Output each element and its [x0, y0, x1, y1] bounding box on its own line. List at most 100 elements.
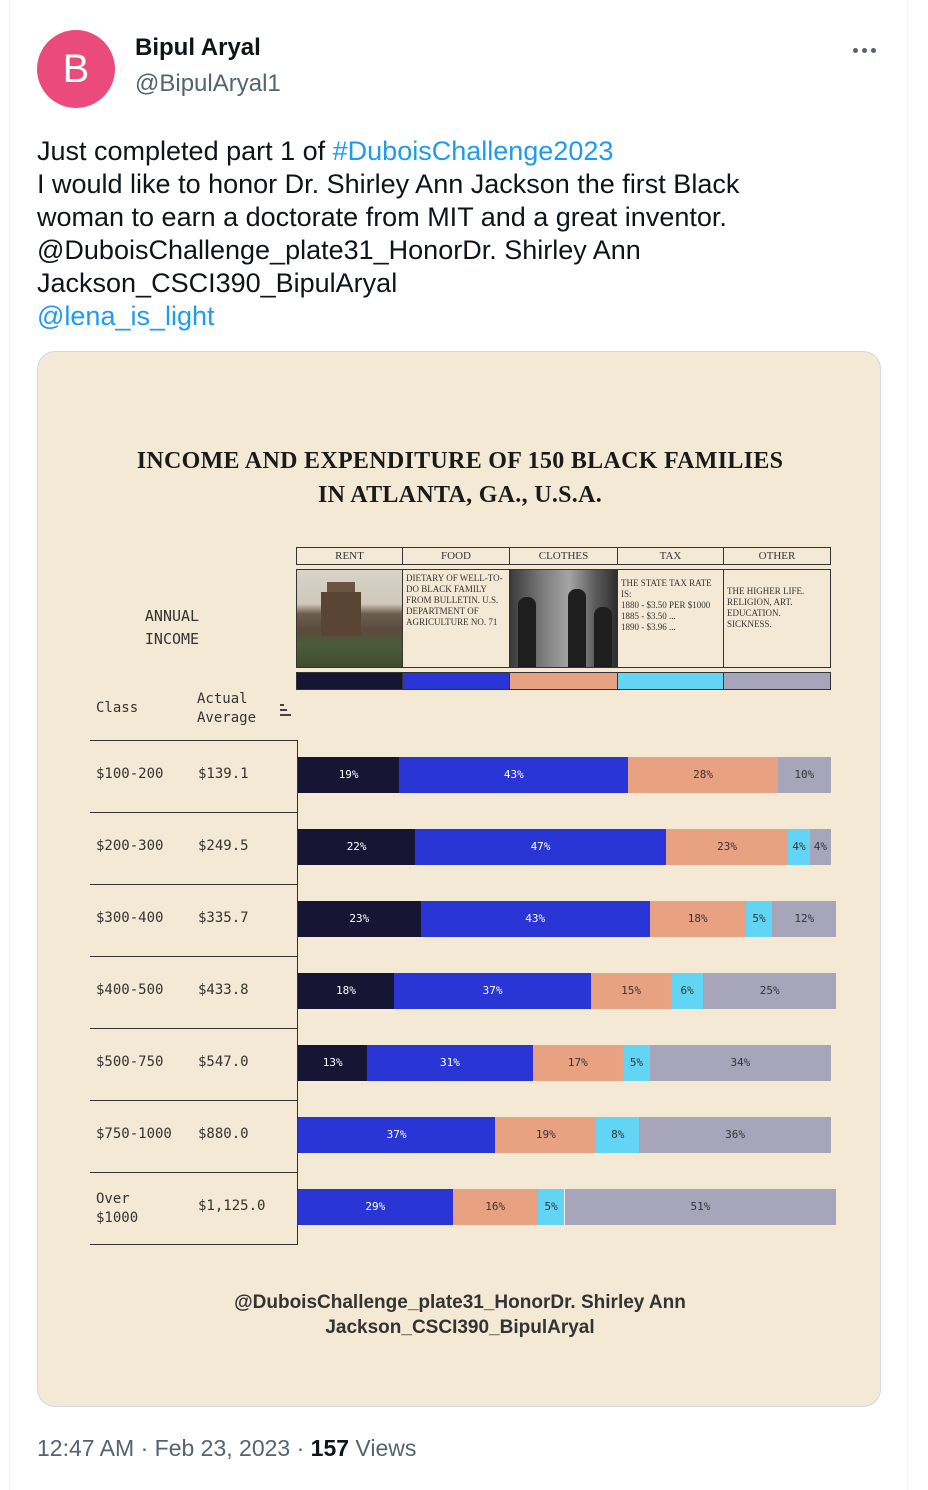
bar-segment-tax: 8% — [596, 1117, 640, 1153]
category-header-tax: TAX — [617, 547, 724, 565]
swatch-food — [402, 672, 510, 690]
bar-value-label: 23% — [349, 912, 370, 925]
bar-segment-clothes: 17% — [532, 1045, 624, 1081]
income-class: Over $1000 — [96, 1191, 139, 1226]
street-photo — [509, 569, 618, 668]
bar-segment-other: 34% — [649, 1045, 831, 1081]
sort-icon — [280, 704, 292, 716]
bar-value-label: 31% — [439, 1056, 460, 1069]
author-name[interactable]: Bipul Aryal — [135, 34, 261, 61]
food-note: DIETARY OF WELL-TO-DO BLACK FAMILY FROM … — [402, 569, 510, 668]
bar-segment-rent: 19% — [298, 757, 400, 793]
row-separator — [90, 956, 298, 957]
actual-average: $880.0 — [198, 1126, 249, 1142]
views-label: Views — [355, 1435, 417, 1461]
bar-value-label: 13% — [322, 1056, 343, 1069]
row-separator — [90, 812, 298, 813]
bar-value-label: 37% — [482, 984, 503, 997]
view-count: 157 — [310, 1435, 350, 1461]
bar-value-label: 34% — [730, 1056, 751, 1069]
plate-caption-line: Jackson_CSCI390_BipulAryal — [325, 1317, 595, 1338]
bar-value-label: 5% — [629, 1056, 644, 1069]
bar-value-label: 19% — [338, 768, 359, 781]
tweet-text-line: Jackson_CSCI390_BipulAryal — [37, 268, 398, 298]
bar-value-label: 10% — [794, 768, 815, 781]
bar-segment-clothes: 15% — [591, 973, 672, 1009]
bar-segment-tax: 5% — [623, 1045, 650, 1081]
plate-caption-line: @DuboisChallenge_plate31_HonorDr. Shirle… — [234, 1292, 686, 1313]
income-class: $100-200 — [96, 766, 164, 782]
swatch-rent — [296, 672, 403, 690]
bar-value-label: 43% — [503, 768, 524, 781]
tweet-text-line: woman to earn a doctorate from MIT and a… — [37, 202, 727, 232]
bar-value-label: 6% — [680, 984, 694, 997]
bar-segment-rent: 22% — [298, 829, 416, 865]
mention-link[interactable]: @lena_is_light — [37, 301, 215, 331]
bar-value-label: 43% — [525, 912, 546, 925]
author-handle[interactable]: @BipulAryal1 — [135, 70, 281, 97]
bar-segment-clothes: 16% — [452, 1189, 538, 1225]
income-class: $300-400 — [96, 910, 164, 926]
tweet-media-image[interactable]: INCOME AND EXPENDITURE OF 150 BLACK FAMI… — [37, 351, 881, 1407]
income-class: $750-1000 — [96, 1126, 172, 1142]
bar-segment-food: 43% — [420, 901, 650, 937]
category-header-clothes: CLOTHES — [509, 547, 618, 565]
bar-value-label: 18% — [336, 984, 356, 997]
bar-segment-tax: 6% — [671, 973, 704, 1009]
category-header-rent: RENT — [296, 547, 403, 565]
income-class: $200-300 — [96, 838, 164, 854]
more-horizontal-icon[interactable] — [846, 36, 882, 64]
timeline-border-left — [9, 0, 10, 1490]
class-column-header: Class — [96, 700, 139, 716]
tweet-text-line: I would like to honor Dr. Shirley Ann Ja… — [37, 169, 740, 199]
income-class: $500-750 — [96, 1054, 164, 1070]
bar-value-label: 19% — [535, 1128, 556, 1141]
category-header-other: OTHER — [723, 547, 831, 565]
bar-value-label: 36% — [725, 1128, 745, 1141]
row-separator — [90, 740, 298, 741]
tweet-date[interactable]: Feb 23, 2023 — [154, 1435, 291, 1461]
row-separator — [90, 1244, 298, 1245]
tweet-text: Just completed part 1 of #DuboisChalleng… — [37, 135, 887, 333]
bar-segment-tax: 5% — [745, 901, 773, 937]
bar-segment-food: 31% — [367, 1045, 533, 1081]
avatar[interactable]: B — [37, 30, 115, 108]
bar-segment-other: 10% — [777, 757, 831, 793]
swatch-tax — [617, 672, 724, 690]
timeline-border-right — [907, 0, 908, 1490]
bar-segment-clothes: 28% — [628, 757, 778, 793]
bar-value-label: 5% — [752, 912, 766, 925]
bar-value-label: 22% — [346, 840, 367, 853]
actual-average: $139.1 — [198, 766, 249, 782]
plate-title-line: IN ATLANTA, GA., U.S.A. — [317, 482, 603, 508]
bar-segment-rent: 18% — [298, 973, 394, 1009]
annual-income-label: ANNUAL INCOME — [144, 607, 200, 648]
actual-average: $547.0 — [198, 1054, 249, 1070]
bar-value-label: 8% — [611, 1128, 625, 1141]
tweet-text-line: @DuboisChallenge_plate31_HonorDr. Shirle… — [37, 235, 641, 265]
plate-title-line: INCOME AND EXPENDITURE OF 150 BLACK FAMI… — [136, 448, 784, 474]
bar-segment-other: 51% — [564, 1189, 837, 1225]
bar-value-label: 4% — [813, 840, 827, 853]
bar-value-label: 18% — [687, 912, 708, 925]
row-separator — [90, 884, 298, 885]
bar-value-label: 17% — [567, 1056, 588, 1069]
bar-segment-other: 25% — [703, 973, 837, 1009]
actual-average: $249.5 — [198, 838, 249, 854]
bar-segment-other: 4% — [809, 829, 831, 865]
bar-value-label: 25% — [759, 984, 780, 997]
bar-value-label: 23% — [717, 840, 737, 853]
tweet-time[interactable]: 12:47 AM — [37, 1435, 135, 1461]
bar-value-label: 29% — [365, 1200, 386, 1213]
bar-segment-clothes: 23% — [665, 829, 789, 865]
bar-segment-food: 37% — [298, 1117, 496, 1153]
row-separator — [90, 1100, 298, 1101]
bar-value-label: 5% — [544, 1200, 558, 1213]
bar-value-label: 51% — [690, 1200, 711, 1213]
income-class: $400-500 — [96, 982, 164, 998]
bar-segment-food: 43% — [399, 757, 629, 793]
swatch-clothes — [509, 672, 618, 690]
tweet-text-prefix: Just completed part 1 of — [37, 136, 333, 166]
bar-segment-food: 37% — [393, 973, 592, 1009]
hashtag-link[interactable]: #DuboisChallenge2023 — [332, 136, 614, 166]
